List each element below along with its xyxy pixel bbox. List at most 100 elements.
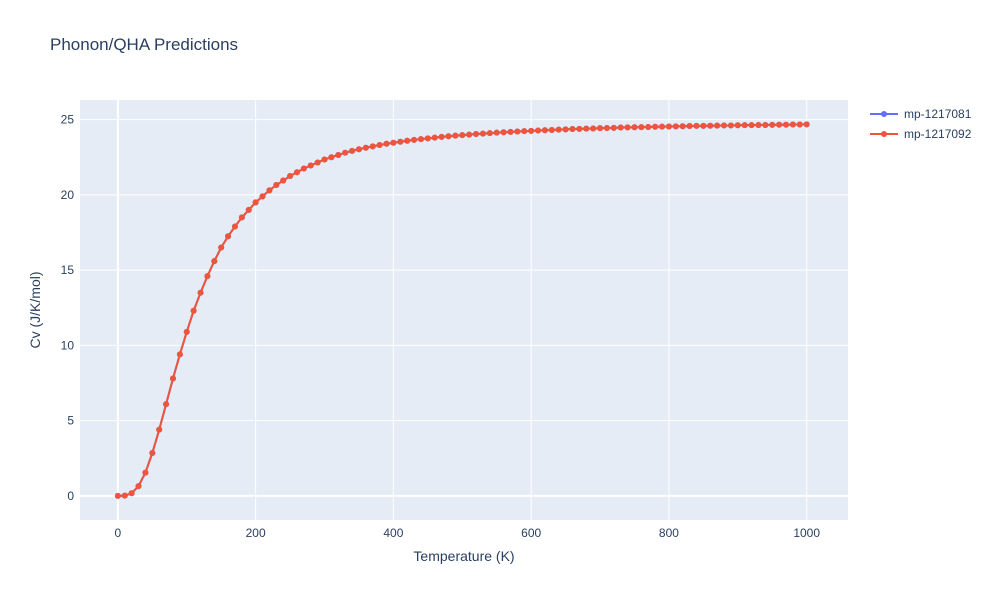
data-point: [665, 123, 672, 130]
data-point: [535, 127, 542, 134]
data-point: [293, 169, 300, 176]
legend-swatch-marker: [881, 131, 887, 137]
data-point: [562, 126, 569, 133]
data-point: [218, 244, 225, 251]
data-point: [335, 151, 342, 158]
data-point: [514, 128, 521, 135]
data-point: [149, 450, 156, 457]
data-point: [225, 233, 232, 240]
data-point: [727, 122, 734, 129]
data-point: [652, 123, 659, 130]
data-point: [583, 125, 590, 132]
data-point: [528, 127, 535, 134]
data-point: [707, 122, 714, 129]
x-tick-label: 600: [521, 526, 541, 540]
data-point: [748, 122, 755, 129]
data-point: [231, 223, 238, 230]
data-point: [321, 156, 328, 163]
data-point: [328, 154, 335, 161]
y-tick-label: 20: [61, 188, 75, 202]
data-point: [176, 351, 183, 358]
data-point: [369, 143, 376, 150]
data-point: [679, 123, 686, 130]
data-point: [307, 162, 314, 169]
legend: mp-1217081 mp-1217092: [870, 107, 972, 141]
data-point: [280, 177, 287, 184]
data-point: [803, 121, 810, 128]
data-point: [638, 124, 645, 131]
data-point: [734, 122, 741, 129]
axis-ticks: 0 200 400 600 800 1000 0 5 10 15 20 25: [61, 113, 821, 540]
data-point: [142, 469, 149, 476]
series-mp-1217092: [114, 121, 810, 499]
data-point: [452, 132, 459, 139]
data-point: [259, 193, 266, 200]
data-point: [610, 124, 617, 131]
x-tick-label: 400: [383, 526, 403, 540]
data-point: [114, 492, 121, 499]
data-point: [397, 138, 404, 145]
data-point: [183, 328, 190, 335]
data-point: [714, 122, 721, 129]
data-point: [424, 135, 431, 142]
data-point: [659, 123, 666, 130]
data-point: [500, 129, 507, 136]
data-point: [473, 131, 480, 138]
data-point: [128, 490, 135, 497]
data-point: [479, 130, 486, 137]
series-layer: [114, 121, 810, 499]
data-point: [721, 122, 728, 129]
data-point: [163, 401, 170, 408]
y-tick-label: 0: [67, 489, 74, 503]
data-point: [362, 144, 369, 151]
data-point: [300, 165, 307, 172]
data-point: [459, 132, 466, 139]
data-point: [617, 124, 624, 131]
data-point: [383, 140, 390, 147]
data-point: [569, 126, 576, 133]
data-point: [741, 122, 748, 129]
data-point: [417, 136, 424, 143]
y-tick-label: 15: [61, 263, 75, 277]
x-tick-label: 1000: [793, 526, 820, 540]
data-point: [507, 128, 514, 135]
data-point: [156, 426, 163, 433]
data-point: [762, 121, 769, 128]
data-point: [700, 122, 707, 129]
data-point: [197, 289, 204, 296]
data-point: [404, 137, 411, 144]
data-point: [390, 139, 397, 146]
data-point: [541, 127, 548, 134]
data-point: [190, 307, 197, 314]
data-point: [493, 129, 500, 136]
x-tick-label: 800: [659, 526, 679, 540]
data-point: [238, 214, 245, 221]
data-point: [645, 123, 652, 130]
plot-area: [80, 100, 848, 520]
x-axis-title: Temperature (K): [413, 548, 514, 564]
data-point: [211, 258, 218, 265]
data-point: [121, 492, 128, 499]
data-point: [355, 146, 362, 153]
data-point: [521, 128, 528, 135]
legend-swatch-marker: [881, 111, 887, 117]
data-point: [252, 199, 259, 206]
data-point: [273, 182, 280, 189]
data-point: [631, 124, 638, 131]
data-point: [769, 121, 776, 128]
data-point: [466, 131, 473, 138]
y-axis-title: Cv (J/K/mol): [27, 272, 43, 349]
chart-title: Phonon/QHA Predictions: [50, 35, 238, 54]
legend-label: mp-1217092: [904, 127, 972, 141]
x-tick-label: 200: [246, 526, 266, 540]
data-point: [548, 126, 555, 133]
data-point: [693, 122, 700, 129]
data-point: [796, 121, 803, 128]
data-point: [555, 126, 562, 133]
data-point: [431, 134, 438, 141]
x-tick-label: 0: [115, 526, 122, 540]
data-point: [776, 121, 783, 128]
data-point: [603, 125, 610, 131]
data-point: [686, 123, 693, 130]
